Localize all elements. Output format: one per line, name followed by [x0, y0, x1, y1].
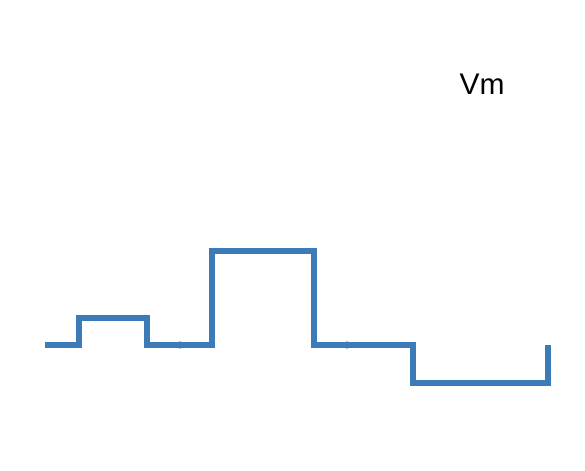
signal-label: Vm — [460, 68, 505, 101]
waveform-dot — [176, 341, 184, 349]
waveform-dot — [343, 341, 351, 349]
step-waveform — [45, 248, 551, 386]
